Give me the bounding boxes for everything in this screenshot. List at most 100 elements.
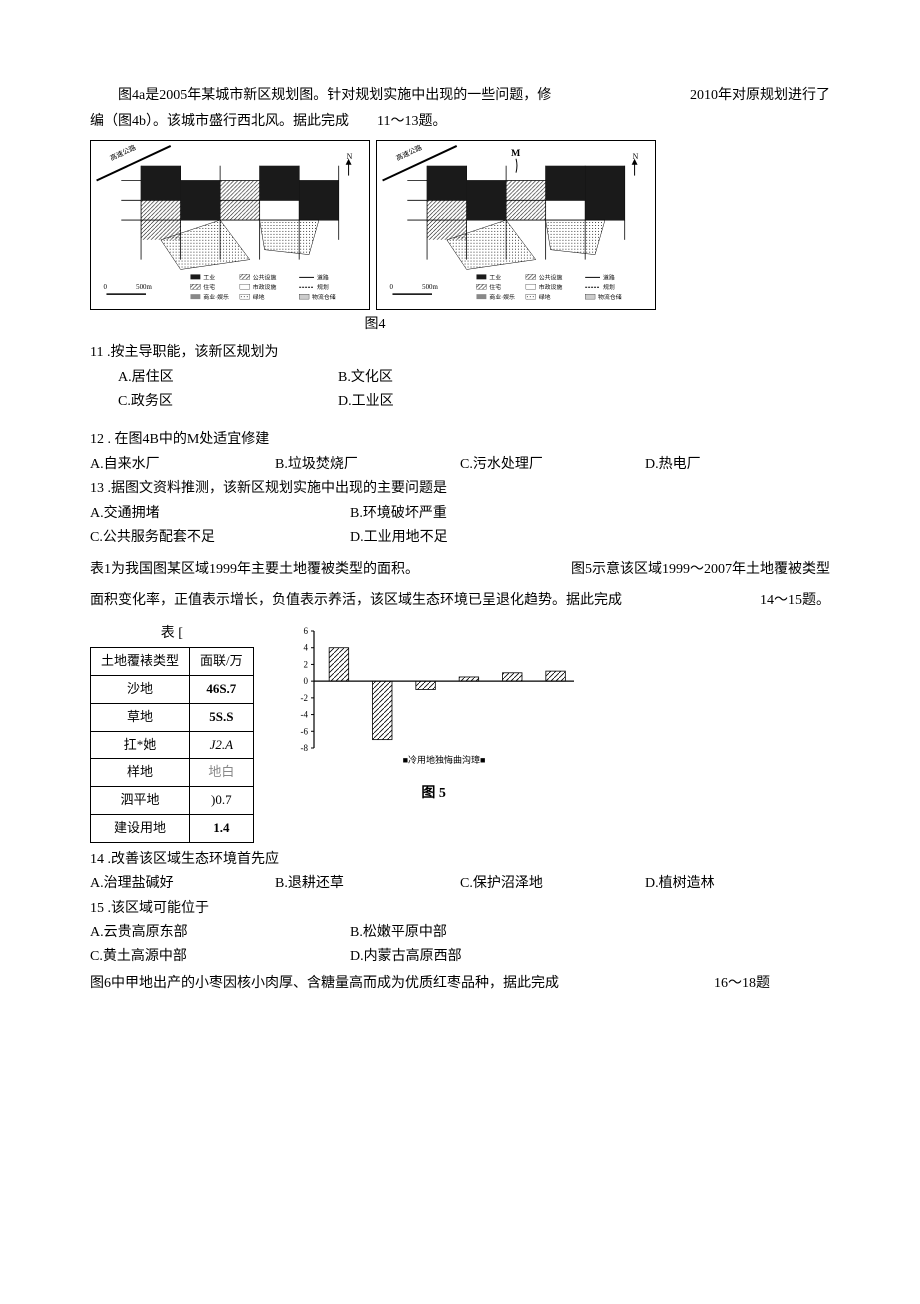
svg-text:■冷用地独悔曲沟璋■: ■冷用地独悔曲沟璋■	[402, 754, 485, 765]
svg-text:物流仓储: 物流仓储	[312, 293, 336, 301]
svg-text:公共设施: 公共设施	[253, 273, 277, 281]
t1r3c1: 地白	[190, 759, 254, 787]
q13-C: C.公共服务配套不足	[90, 527, 350, 549]
q15-C: C.黄土高源中部	[90, 946, 350, 968]
svg-text:物流仓储: 物流仓储	[598, 293, 622, 301]
q13-A: A.交通拥堵	[90, 503, 350, 525]
chart5-caption: 图 5	[284, 783, 584, 805]
svg-text:-6: -6	[300, 726, 308, 736]
q11-row1: A.居住区 B.文化区	[118, 367, 830, 389]
t1r5c1: 1.4	[190, 815, 254, 843]
para3-b: 16〜18题	[714, 973, 770, 995]
svg-text:绿地: 绿地	[539, 293, 551, 301]
svg-text:住宅: 住宅	[203, 283, 215, 291]
svg-text:工业: 工业	[489, 273, 501, 281]
svg-text:-2: -2	[300, 693, 308, 703]
q13-row2: C.公共服务配套不足 D.工业用地不足	[90, 527, 830, 549]
q11-A: A.居住区	[118, 367, 338, 389]
svg-text:商业·娱乐: 商业·娱乐	[489, 293, 515, 301]
t1r1c1: 5S.S	[190, 703, 254, 731]
para2-2a: 面积变化率，正值表示增长，负值表示养活，该区域生态环境已呈退化趋势。据此完成	[90, 586, 622, 617]
q14: 14 .改善该区域生态环境首先应	[90, 849, 830, 871]
intro-1b: 2010年对原规划进行了	[662, 85, 830, 107]
t1r2c1: J2.A	[190, 731, 254, 759]
svg-text:公共设施: 公共设施	[539, 273, 563, 281]
q15-row2: C.黄土高源中部 D.内蒙古高原西部	[90, 946, 830, 968]
svg-text:绿地: 绿地	[253, 293, 265, 301]
svg-text:2: 2	[303, 659, 308, 669]
table-chart-row: 表 [ 土地覆裱类型 面联/万 沙地46S.7 草地5S.S 扛*她J2.A 样…	[90, 623, 830, 843]
q14-B: B.退耕还草	[275, 873, 460, 895]
q13-D: D.工业用地不足	[350, 527, 610, 549]
fig4-caption: 图4	[90, 314, 660, 336]
svg-text:0: 0	[390, 284, 394, 291]
svg-text:规划: 规划	[317, 283, 329, 291]
svg-text:4: 4	[303, 643, 308, 653]
svg-text:500m: 500m	[422, 284, 438, 291]
intro-1a: 图4a是2005年某城市新区规划图。针对规划实施中出现的一些问题，修	[90, 85, 551, 107]
t1r1c0: 草地	[91, 703, 190, 731]
svg-text:N: N	[633, 152, 639, 161]
q14-D: D.植树造林	[645, 873, 830, 895]
svg-text:住宅: 住宅	[489, 283, 501, 291]
q15-D: D.内蒙古高原西部	[350, 946, 610, 968]
para3-a: 图6中甲地出产的小枣因核小肉厚、含糖量高而成为优质红枣品种，据此完成	[90, 973, 559, 995]
q11-B: B.文化区	[338, 367, 558, 389]
q13-B: B.环境破坏严重	[350, 503, 610, 525]
q11-row2: C.政务区 D.工业区	[118, 391, 830, 413]
map-4a-svg: 高速公路 N	[91, 141, 369, 309]
svg-text:道路: 道路	[603, 273, 615, 281]
map-4a: 高速公路 N	[90, 140, 370, 310]
q13-row1: A.交通拥堵 B.环境破坏严重	[90, 503, 830, 525]
para2: 表1为我国图某区域1999年主要土地覆被类型的面积。 图5示意该区域1999〜2…	[90, 555, 830, 617]
svg-text:0: 0	[303, 676, 308, 686]
t1r0c1: 46S.7	[190, 676, 254, 704]
q12: 12 . 在图4B中的M处适宜修建	[90, 429, 830, 451]
q11-C: C.政务区	[118, 391, 338, 413]
table1-title: 表 [	[90, 623, 254, 645]
svg-text:道路: 道路	[317, 273, 329, 281]
para2-2b: 14〜15题。	[760, 586, 830, 617]
chart5-wrap: -8-6-4-20246■冷用地独悔曲沟璋■ 图 5	[284, 623, 584, 806]
q14-C: C.保护沼泽地	[460, 873, 645, 895]
svg-text:-4: -4	[300, 709, 308, 719]
map-4b-svg: 高速公路 M N	[377, 141, 655, 309]
q15-row1: A.云贵高原东部 B.松嫩平原中部	[90, 922, 830, 944]
maps-row: 高速公路 N	[90, 140, 830, 310]
svg-text:市政设施: 市政设施	[539, 283, 563, 291]
intro-line-2: 编（图4b）。该城市盛行西北风。据此完成 11〜13题。	[90, 111, 830, 133]
intro-line-1: 图4a是2005年某城市新区规划图。针对规划实施中出现的一些问题，修 2010年…	[90, 85, 830, 107]
svg-text:市政设施: 市政设施	[253, 283, 277, 291]
svg-text:M: M	[511, 148, 521, 159]
q15-A: A.云贵高原东部	[90, 922, 350, 944]
svg-text:500m: 500m	[136, 284, 152, 291]
chart5-svg: -8-6-4-20246■冷用地独悔曲沟璋■	[284, 623, 584, 773]
q12-B: B.垃圾焚烧厂	[275, 454, 460, 476]
q15: 15 .该区域可能位于	[90, 898, 830, 920]
table1-h0: 土地覆裱类型	[91, 648, 190, 676]
svg-text:0: 0	[104, 284, 108, 291]
para3: 图6中甲地出产的小枣因核小肉厚、含糖量高而成为优质红枣品种，据此完成 16〜18…	[90, 973, 830, 995]
q15-B: B.松嫩平原中部	[350, 922, 610, 944]
intro-2a: 编（图4b）。该城市盛行西北风。据此完成	[90, 111, 349, 133]
table1-body: 沙地46S.7 草地5S.S 扛*她J2.A 样地地白 泗平地)0.7 建设用地…	[91, 676, 254, 843]
t1r4c1: )0.7	[190, 787, 254, 815]
svg-text:规划: 规划	[603, 283, 615, 291]
q14-options: A.治理盐碱好 B.退耕还草 C.保护沼泽地 D.植树造林	[90, 873, 830, 895]
t1r2c0: 扛*她	[91, 731, 190, 759]
q12-options: A.自来水厂 B.垃圾焚烧厂 C.污水处理厂 D.热电厂	[90, 454, 830, 476]
q11-D: D.工业区	[338, 391, 558, 413]
q12-A: A.自来水厂	[90, 454, 275, 476]
q13: 13 .据图文资料推测，该新区规划实施中出现的主要问题是	[90, 478, 830, 500]
para2-1a: 表1为我国图某区域1999年主要土地覆被类型的面积。	[90, 555, 419, 586]
q11: 11 .按主导职能，该新区规划为	[90, 342, 830, 364]
q14-A: A.治理盐碱好	[90, 873, 275, 895]
svg-text:高速公路: 高速公路	[394, 142, 423, 162]
svg-text:工业: 工业	[203, 273, 215, 281]
map-4b: 高速公路 M N	[376, 140, 656, 310]
svg-text:6: 6	[303, 626, 308, 636]
para2-1b: 图5示意该区域1999〜2007年土地覆被类型	[571, 555, 830, 586]
svg-text:N: N	[347, 152, 353, 161]
svg-text:商业·娱乐: 商业·娱乐	[203, 293, 229, 301]
t1r4c0: 泗平地	[91, 787, 190, 815]
